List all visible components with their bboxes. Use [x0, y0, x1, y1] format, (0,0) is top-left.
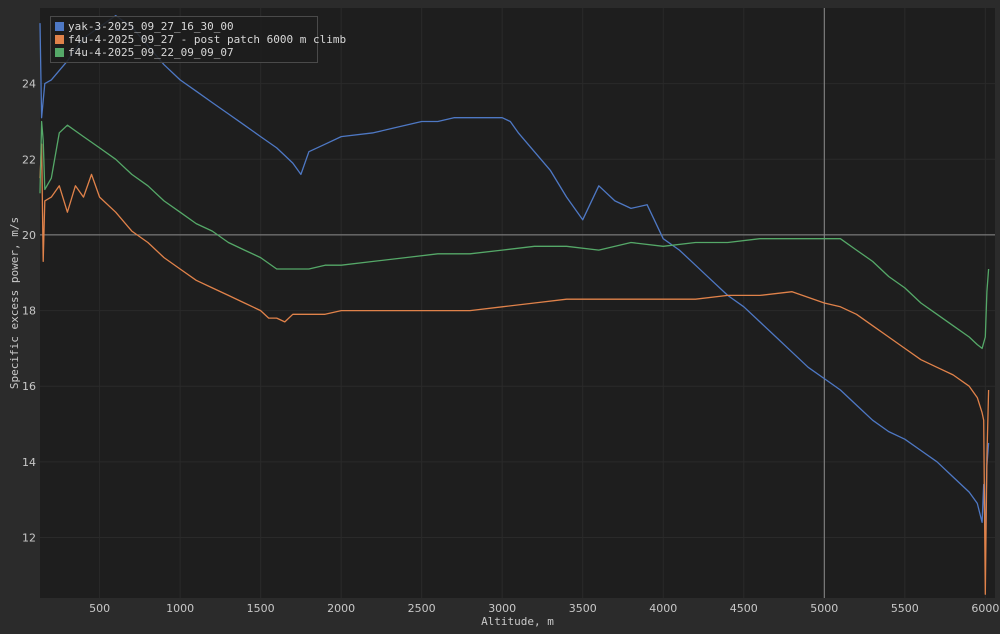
x-tick-label: 3500 — [569, 602, 597, 615]
y-tick-label: 22 — [22, 153, 36, 166]
x-axis-title: Altitude, m — [481, 615, 554, 628]
x-axis-ticks: 500 1000 1500 2000 2500 3000 3500 4000 4500 5000 5… — [89, 602, 999, 615]
legend-label: f4u-4-2025_09_27 - post patch 6000 m cli… — [68, 33, 347, 46]
legend-swatch-yak-3 — [55, 22, 64, 31]
plot-area — [40, 8, 995, 598]
legend-item: f4u-4-2025_09_22_09_09_07 — [55, 46, 312, 59]
legend-swatch-f4u-4-09-22 — [55, 48, 64, 57]
y-tick-label: 12 — [22, 531, 36, 544]
y-tick-label: 14 — [22, 456, 36, 469]
x-tick-label: 1000 — [166, 602, 194, 615]
legend-label: f4u-4-2025_09_22_09_09_07 — [68, 46, 234, 59]
legend-item: yak-3-2025_09_27_16_30_00 — [55, 20, 312, 33]
legend-swatch-f4u-4-post-patch — [55, 35, 64, 44]
y-tick-label: 20 — [22, 229, 36, 242]
x-tick-label: 5000 — [810, 602, 838, 615]
x-tick-label: 6000 — [971, 602, 999, 615]
x-tick-label: 1500 — [247, 602, 275, 615]
x-tick-label: 2500 — [408, 602, 436, 615]
x-tick-label: 4000 — [649, 602, 677, 615]
x-tick-label: 5500 — [891, 602, 919, 615]
series-lines — [39, 14, 990, 595]
series-line-0 — [39, 14, 990, 539]
y-tick-label: 24 — [22, 78, 36, 91]
x-tick-label: 2000 — [327, 602, 355, 615]
series-line-2 — [39, 120, 990, 350]
legend-item: f4u-4-2025_09_27 - post patch 6000 m cli… — [55, 33, 346, 46]
x-tick-label: 4500 — [730, 602, 758, 615]
y-axis-ticks: 12 14 16 18 20 22 24 — [22, 78, 36, 545]
y-tick-label: 18 — [22, 305, 36, 318]
legend-label: yak-3-2025_09_27_16_30_00 — [68, 20, 234, 33]
y-axis-title: Specific excess power, m/s — [8, 217, 21, 389]
x-tick-label: 500 — [89, 602, 110, 615]
y-tick-label: 16 — [22, 380, 36, 393]
x-tick-label: 3000 — [488, 602, 516, 615]
series-line-1 — [39, 143, 990, 595]
legend: yak-3-2025_09_27_16_30_00 f4u-4-2025_09_… — [50, 16, 346, 63]
